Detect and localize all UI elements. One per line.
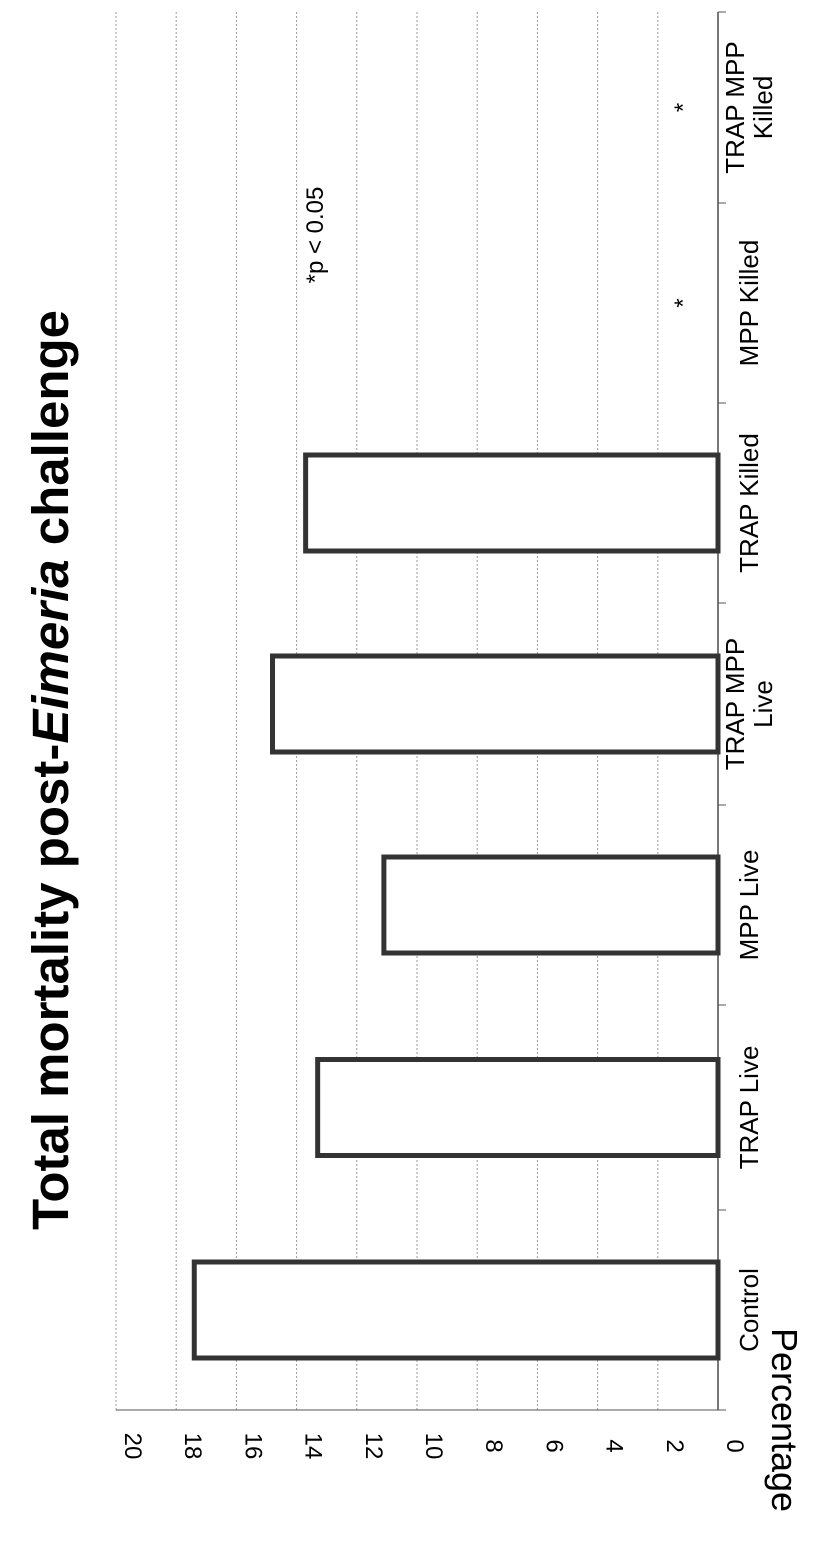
- significance-annotation: *p < 0.05: [302, 187, 329, 284]
- significance-marker: *: [670, 298, 697, 307]
- category-label: TRAP MPP: [720, 41, 750, 173]
- chart-title: Total mortality post-Eimeria challenge: [22, 310, 79, 1230]
- y-tick-label: 18: [179, 1433, 206, 1460]
- chart-title-suffix: challenge: [22, 310, 79, 559]
- y-tick-label: 16: [239, 1433, 266, 1460]
- grid-layer: [115, 11, 726, 1411]
- category-label: TRAP MPP: [720, 638, 750, 770]
- y-tick-label: 8: [480, 1439, 507, 1452]
- bars-layer: [191, 452, 721, 1361]
- category-label: Killed: [748, 76, 778, 140]
- bar: [191, 1259, 721, 1361]
- y-tick-label: 4: [601, 1439, 628, 1452]
- significance-marker: *: [670, 103, 697, 112]
- bar: [303, 452, 721, 554]
- chart-title-prefix: Total mortality post-: [22, 744, 79, 1230]
- bar: [270, 653, 721, 755]
- category-label: MPP Live: [734, 850, 764, 961]
- y-tick-label: 14: [300, 1433, 327, 1460]
- category-label: TRAP Live: [734, 1046, 764, 1170]
- y-tick-label: 20: [119, 1433, 146, 1460]
- y-tick-label: 6: [540, 1439, 567, 1452]
- bar: [315, 1057, 721, 1158]
- y-axis-label: Percentage: [764, 1328, 805, 1512]
- category-label: MPP Killed: [734, 240, 764, 367]
- tick-labels-layer: 0 2 4 6 8 10 12 14 16 18 20: [119, 1433, 748, 1460]
- markers-layer: **: [670, 103, 697, 308]
- y-tick-label: 12: [360, 1433, 387, 1460]
- y-tick-label: 10: [420, 1433, 447, 1460]
- category-label: Live: [748, 680, 778, 728]
- y-tick-label: 2: [661, 1439, 688, 1452]
- chart-title-italic: Eimeria: [22, 559, 79, 743]
- category-label: Control: [734, 1268, 764, 1352]
- y-tick-label: 0: [721, 1439, 748, 1452]
- bar: [381, 854, 721, 956]
- category-label: TRAP Killed: [734, 433, 764, 573]
